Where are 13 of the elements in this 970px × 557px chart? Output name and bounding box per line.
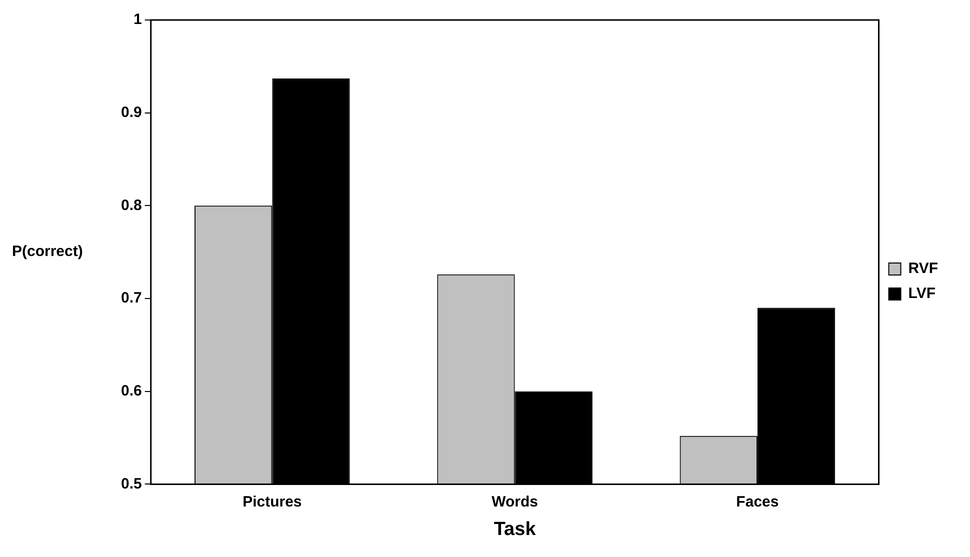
x-tick-label: Words [492,493,538,510]
y-tick-label: 0.5 [120,475,142,492]
y-tick-label: 0.7 [120,290,142,307]
y-tick-label: 1 [134,11,142,28]
x-tick-label: Pictures [242,493,302,510]
x-axis-title: Task [494,518,536,540]
y-tick-label: 0.9 [120,104,142,121]
legend-label: LVF [908,285,936,302]
y-axis-title: P(correct) [12,243,83,260]
y-tick-label: 0.6 [120,382,142,400]
y-tick-label: 0.8 [120,196,142,214]
x-tick-label: Faces [736,493,779,510]
legend-label: RVF [908,260,938,278]
